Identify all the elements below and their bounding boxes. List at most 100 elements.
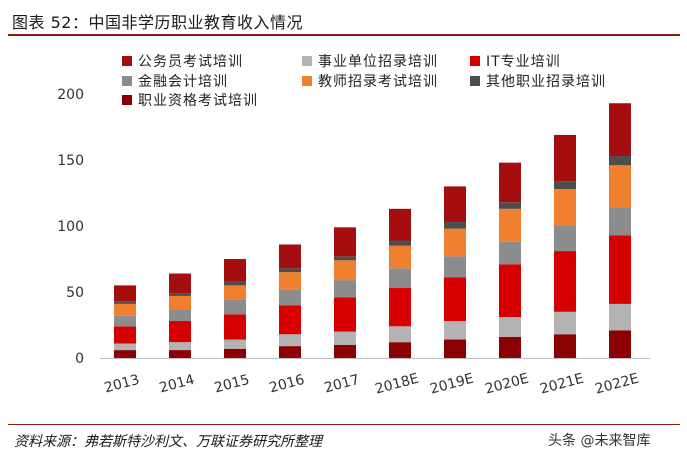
watermark: 头条 @未来智库: [548, 433, 651, 449]
x-tick-label: 2021E: [538, 371, 585, 398]
bar-segment: [334, 260, 356, 281]
bar-segment: [114, 301, 136, 304]
bar-segment: [334, 297, 356, 332]
bar-segment: [169, 321, 191, 343]
bar-segment: [169, 295, 191, 310]
bar-segment: [224, 299, 246, 315]
bar-segment: [499, 264, 521, 318]
bar-segment: [334, 344, 356, 358]
chart-title: 图表 52：中国非学历职业教育收入情况: [12, 13, 303, 32]
x-tick-label: 2013: [103, 372, 142, 397]
bar-segment: [389, 326, 411, 343]
legend-label: 其他职业招录培训: [486, 74, 606, 90]
y-tick-label: 200: [57, 87, 84, 103]
bar-segment: [499, 208, 521, 242]
bar-segment: [279, 334, 301, 347]
bar-segment: [114, 303, 136, 316]
bar-segment: [499, 162, 521, 203]
bar-segment: [389, 240, 411, 246]
stacked-bar-chart: 0 50 100 150 200 2013 2014 2015 2016 2017 2018E 201…: [57, 54, 650, 398]
bar-segment: [224, 281, 246, 286]
bar-segment: [444, 222, 466, 229]
bar-segment: [279, 272, 301, 290]
bar-segment: [334, 280, 356, 298]
bar-segment: [114, 343, 136, 351]
legend-label: 金融会计培训: [138, 74, 228, 90]
x-tick-label: 2014: [158, 372, 197, 397]
legend-label: 事业单位招录培训: [318, 54, 438, 70]
bar-segment: [169, 273, 191, 294]
bar-segment: [499, 317, 521, 337]
bar-segment: [169, 350, 191, 358]
legend-swatch: [302, 76, 312, 86]
bar-segment: [554, 181, 576, 190]
bar-segment: [444, 228, 466, 257]
bar-segment: [114, 285, 136, 302]
bar-segment: [279, 346, 301, 358]
bar-segment: [444, 321, 466, 340]
bar-segment: [114, 326, 136, 344]
bar-segment: [389, 268, 411, 289]
bar-segment: [499, 202, 521, 209]
legend-label: IT专业培训: [486, 54, 561, 70]
bar-segment: [554, 189, 576, 226]
bar-segment: [444, 277, 466, 322]
bar-segment: [444, 256, 466, 278]
bar-segment: [169, 309, 191, 322]
bar-segment: [609, 303, 631, 331]
bar-segment: [224, 314, 246, 340]
bar-segment: [499, 241, 521, 265]
bar-segment: [279, 244, 301, 269]
x-tick-label: 2019E: [428, 371, 475, 398]
bar-segment: [334, 331, 356, 345]
bar-segment: [609, 235, 631, 304]
bar-segment: [279, 289, 301, 306]
bar-segment: [609, 330, 631, 358]
x-tick-label: 2022E: [593, 371, 640, 398]
legend-swatch: [470, 76, 480, 86]
title-bar: 图表 52：中国非学历职业教育收入情况: [8, 4, 680, 36]
legend-swatch: [122, 95, 132, 105]
bar-segment: [389, 288, 411, 327]
bar-segment: [499, 336, 521, 358]
y-tick-label: 100: [57, 219, 84, 235]
legend-label: 教师招录考试培训: [318, 74, 438, 90]
x-tick-label: 2016: [268, 372, 307, 397]
x-tick-label: 2017: [323, 372, 362, 397]
x-tick-label: 2018E: [373, 371, 420, 398]
bar-segment: [389, 342, 411, 358]
source-note: 资料来源：弗若斯特沙利文、万联证券研究所整理: [14, 434, 322, 450]
bar-segment: [279, 268, 301, 273]
bar-segment: [279, 305, 301, 335]
bar-segment: [554, 311, 576, 335]
bar-segment: [389, 245, 411, 269]
x-tick-label: 2020E: [483, 371, 530, 398]
bar-segment: [114, 350, 136, 358]
bar-segment: [114, 315, 136, 327]
bar-segment: [224, 285, 246, 300]
bar-segment: [334, 256, 356, 261]
x-tick-label: 2015: [213, 372, 252, 397]
legend-swatch: [302, 56, 312, 66]
legend-swatch: [470, 56, 480, 66]
legend-label: 职业资格考试培训: [138, 93, 258, 109]
bar-segment: [444, 339, 466, 358]
bar-segment: [444, 186, 466, 223]
bar-segment: [224, 348, 246, 358]
bar-segment: [169, 342, 191, 351]
bottom-divider: [8, 424, 680, 425]
y-tick-label: 50: [66, 285, 84, 301]
bar-segment: [224, 339, 246, 349]
bar-segment: [389, 208, 411, 241]
y-tick-label: 150: [57, 153, 84, 169]
legend-swatch: [122, 56, 132, 66]
legend-swatch: [122, 76, 132, 86]
bar-segment: [554, 226, 576, 252]
bar-segment: [224, 259, 246, 282]
bar-segment: [609, 165, 631, 208]
legend-label: 公务员考试培训: [138, 54, 243, 70]
bar-segment: [554, 251, 576, 312]
bar-segment: [554, 334, 576, 358]
bar-segment: [609, 156, 631, 166]
bar-segment: [554, 134, 576, 182]
